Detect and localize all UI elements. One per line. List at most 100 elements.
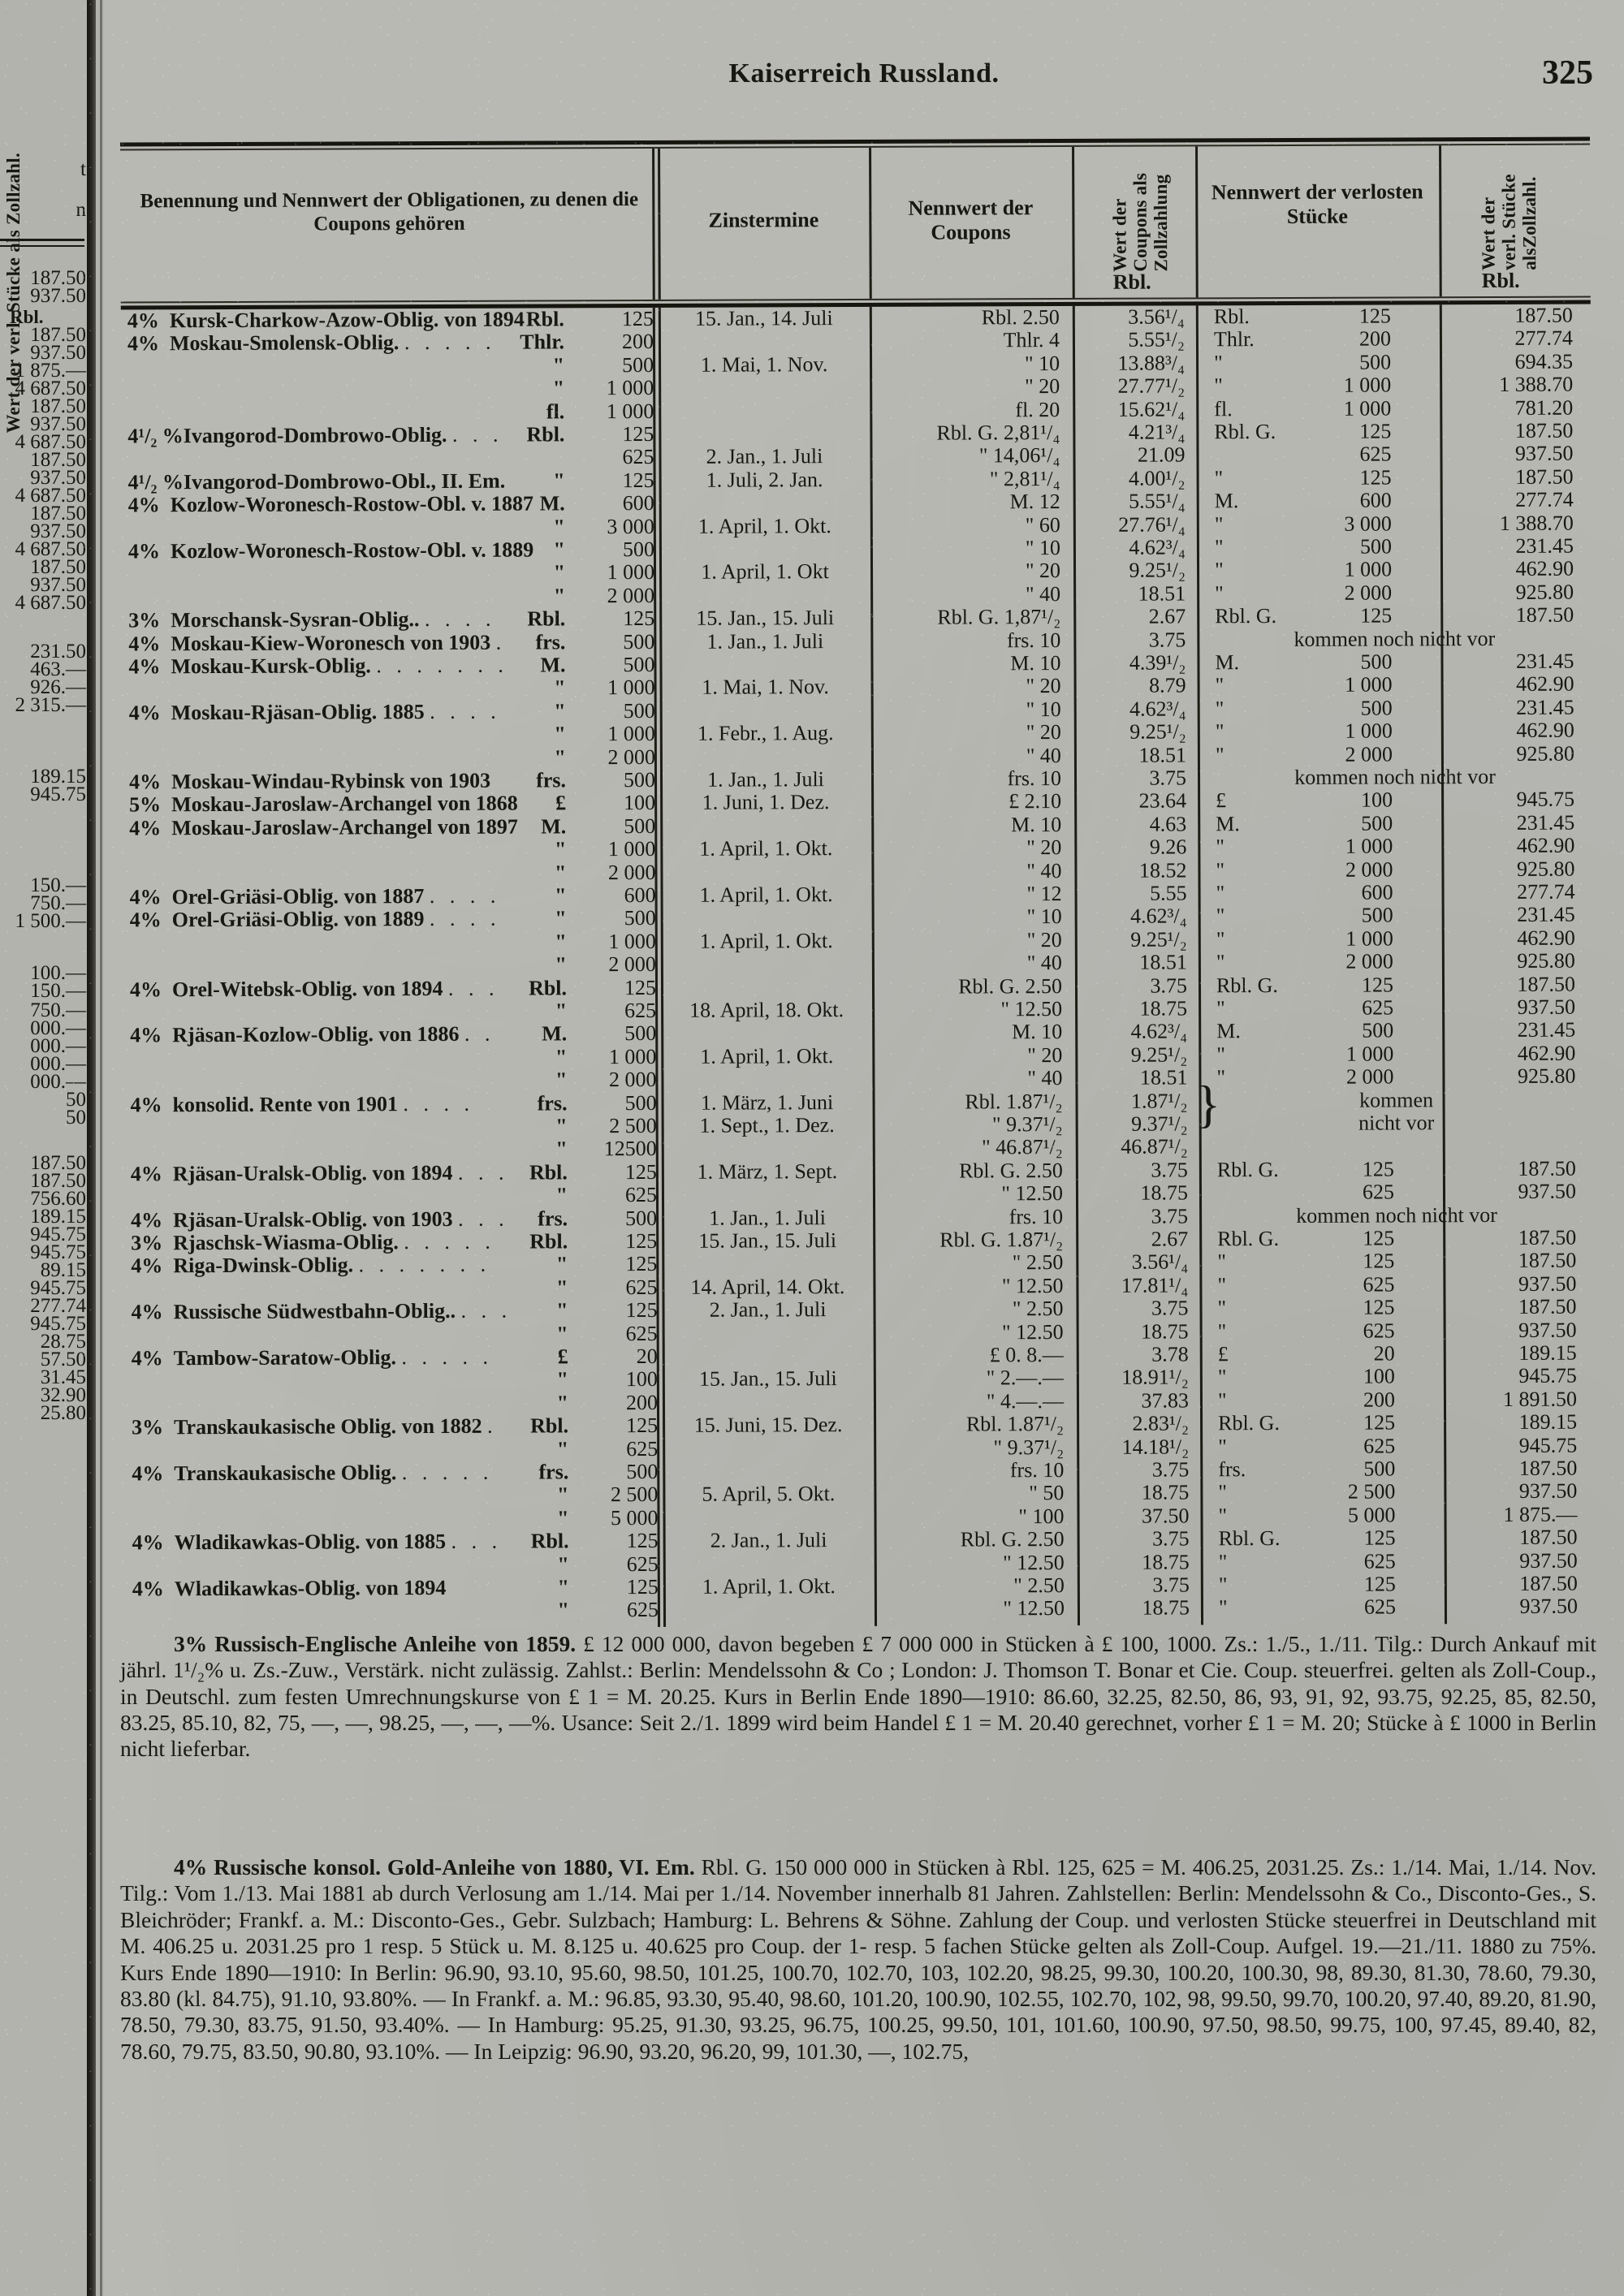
denomination-currency: Rbl. bbox=[529, 1160, 568, 1185]
cell-interest-terms bbox=[663, 1322, 874, 1323]
interest-rate: 4% bbox=[130, 1092, 162, 1117]
bleed-rule-top2 bbox=[0, 245, 84, 247]
cell-drawn-nominal: Rbl. G. 125 bbox=[1218, 1526, 1396, 1551]
cell-interest-terms: 15. Jan., 15. Juli bbox=[698, 1366, 837, 1392]
cell-coupon-nominal: " 20 bbox=[1024, 374, 1060, 399]
interest-rate: 3% bbox=[132, 1415, 164, 1439]
denomination-amount: 500 bbox=[624, 1090, 657, 1115]
cell-drawn-customs-value: 187.50 bbox=[1518, 1156, 1576, 1180]
denomination-currency: " bbox=[554, 675, 566, 700]
cell-interest-terms: 1. April, 1. Okt. bbox=[699, 883, 833, 907]
cell-drawn-customs-value: 937.50 bbox=[1518, 1271, 1577, 1296]
bleed-number: n bbox=[76, 199, 87, 221]
interest-rate: 4% bbox=[132, 1530, 164, 1555]
interest-rate: 4% bbox=[128, 701, 161, 725]
drawn-currency: " bbox=[1216, 857, 1225, 882]
denomination-currency: " bbox=[557, 1552, 569, 1577]
cell-drawn-nominal: " 2 000 bbox=[1216, 949, 1393, 974]
cell-drawn-customs-value: 189.15 bbox=[1518, 1409, 1578, 1435]
security-name: Orel-Witebsk-Oblig. von 1894 bbox=[171, 976, 443, 1001]
cell-coupon-customs-value: 37.50 bbox=[1141, 1504, 1190, 1528]
drawn-currency: frs. bbox=[1218, 1457, 1246, 1482]
denomination-currency: frs. bbox=[535, 629, 566, 654]
interest-rate: 4% bbox=[131, 1300, 163, 1324]
bleed-number: 89.15 bbox=[40, 1259, 86, 1281]
cell-interest-terms bbox=[663, 1437, 874, 1438]
cell-designation: " 2 000 bbox=[129, 861, 660, 887]
denomination-amount: 500 bbox=[626, 1459, 659, 1484]
cell-designation: " 100 bbox=[132, 1367, 663, 1393]
security-name: Moskau-Windau-Rybinsk von 1903 bbox=[171, 768, 491, 794]
cell-drawn-customs-value: 187.50 bbox=[1514, 418, 1574, 442]
cell-drawn-customs-value: 187.50 bbox=[1519, 1571, 1578, 1595]
cell-interest-terms: 2. Jan., 1. Juli bbox=[709, 1297, 827, 1322]
cell-coupon-nominal: " 10 bbox=[1026, 697, 1061, 721]
cell-interest-terms: 1. März, 1. Juni bbox=[700, 1090, 834, 1115]
cell-designation: " 200 bbox=[132, 1391, 663, 1417]
denomination-amount: 12500 bbox=[603, 1137, 657, 1161]
bleed-number: 50 bbox=[66, 1089, 86, 1111]
cell-drawn-customs-value: 189.15 bbox=[1518, 1340, 1577, 1365]
interest-rate: 4% bbox=[129, 885, 162, 909]
col-header-drawn-customs-unit: Rbl. bbox=[1481, 268, 1520, 293]
cell-coupon-customs-value: 9.25¹/₂ bbox=[1130, 927, 1187, 952]
cell-drawn-customs-value: 462.90 bbox=[1517, 926, 1575, 950]
bleed-number: 945.75 bbox=[30, 1277, 86, 1299]
cell-drawn-customs-value: 937.50 bbox=[1519, 1594, 1578, 1619]
denomination-currency: Rbl. bbox=[526, 422, 565, 447]
cell-interest-terms bbox=[659, 491, 870, 492]
drawn-currency: " bbox=[1218, 1573, 1228, 1597]
cell-drawn-nominal: " 2 000 bbox=[1215, 580, 1393, 606]
denomination-currency: " bbox=[555, 906, 567, 930]
drawn-currency: " bbox=[1215, 673, 1224, 697]
security-name: Russische Südwestbahn-Oblig.. bbox=[173, 1299, 456, 1324]
cell-coupon-customs-value: 4.39¹/₂ bbox=[1129, 650, 1186, 675]
cell-designation: " 625 bbox=[132, 1437, 663, 1463]
drawn-currency: " bbox=[1216, 904, 1225, 928]
cell-designation: 4% Rjäsan-Kozlow-Oblig. von 1886 . . M. 500 bbox=[130, 1021, 661, 1047]
interest-rate: 4% bbox=[128, 770, 162, 794]
cell-coupon-customs-value: 3.75 bbox=[1152, 1526, 1190, 1551]
cell-coupon-customs-value: 23.64 bbox=[1138, 788, 1187, 814]
cell-drawn-nominal: Thlr. 200 bbox=[1213, 326, 1392, 352]
interest-rate: 4% bbox=[131, 1346, 163, 1370]
leader-dots: . . . bbox=[447, 976, 499, 1000]
cell-interest-terms bbox=[663, 1552, 875, 1553]
denomination-currency: " bbox=[552, 353, 565, 378]
denomination-currency: M. bbox=[539, 491, 565, 516]
cell-drawn-customs-value: 1 388.70 bbox=[1499, 372, 1574, 397]
denomination-currency: Rbl. bbox=[530, 1413, 569, 1438]
denomination-amount: 600 bbox=[622, 491, 654, 516]
cell-coupon-nominal: M. 10 bbox=[1010, 651, 1061, 675]
cell-drawn-customs-value: 187.50 bbox=[1515, 602, 1574, 628]
bleed-number: 937.50 bbox=[30, 285, 86, 307]
interest-rate: 5% bbox=[129, 792, 162, 817]
security-name: Rjäsan-Uralsk-Oblig. von 1894 bbox=[172, 1160, 453, 1186]
cell-drawn-nominal: " 625 bbox=[1218, 1595, 1397, 1620]
cell-drawn-nominal: £20 bbox=[1217, 1341, 1395, 1366]
denomination-amount: 125 bbox=[626, 1413, 659, 1438]
cell-interest-terms: 1. Sept., 1. Dez. bbox=[699, 1113, 835, 1137]
drawn-currency: " bbox=[1214, 351, 1223, 375]
bleed-number: 4 687.50 bbox=[15, 485, 87, 507]
leader-dots: . . . . . bbox=[401, 1344, 494, 1370]
interest-rate: 4% bbox=[128, 631, 161, 656]
drawn-currency: " bbox=[1214, 558, 1224, 582]
cell-coupon-customs-value: 17.81¹/₄ bbox=[1121, 1273, 1189, 1297]
cell-drawn-customs-value: 231.45 bbox=[1515, 533, 1574, 558]
cell-coupon-nominal: frs. 10 bbox=[1006, 628, 1061, 652]
cell-drawn-customs-value: 945.75 bbox=[1518, 1363, 1577, 1388]
header-vrule-2 bbox=[869, 147, 872, 299]
cell-coupon-customs-value: 9.26 bbox=[1149, 835, 1187, 859]
cell-coupon-nominal: " 20 bbox=[1026, 927, 1062, 952]
cell-drawn-nominal: " 500 bbox=[1216, 903, 1393, 928]
cell-designation: " 1 000 bbox=[127, 376, 659, 402]
cell-drawn-customs-value: 945.75 bbox=[1516, 787, 1575, 812]
denomination-amount: 1 000 bbox=[606, 399, 654, 423]
denomination-amount: 125 bbox=[626, 1529, 659, 1553]
denomination-amount: 1 000 bbox=[607, 837, 656, 861]
drawn-currency: Rbl. G. bbox=[1215, 604, 1277, 628]
cell-designation: " 2 000 bbox=[128, 584, 659, 610]
cell-drawn-nominal: " 600 bbox=[1216, 880, 1393, 905]
cell-coupon-nominal: " 9.37¹/₂ bbox=[993, 1435, 1065, 1459]
